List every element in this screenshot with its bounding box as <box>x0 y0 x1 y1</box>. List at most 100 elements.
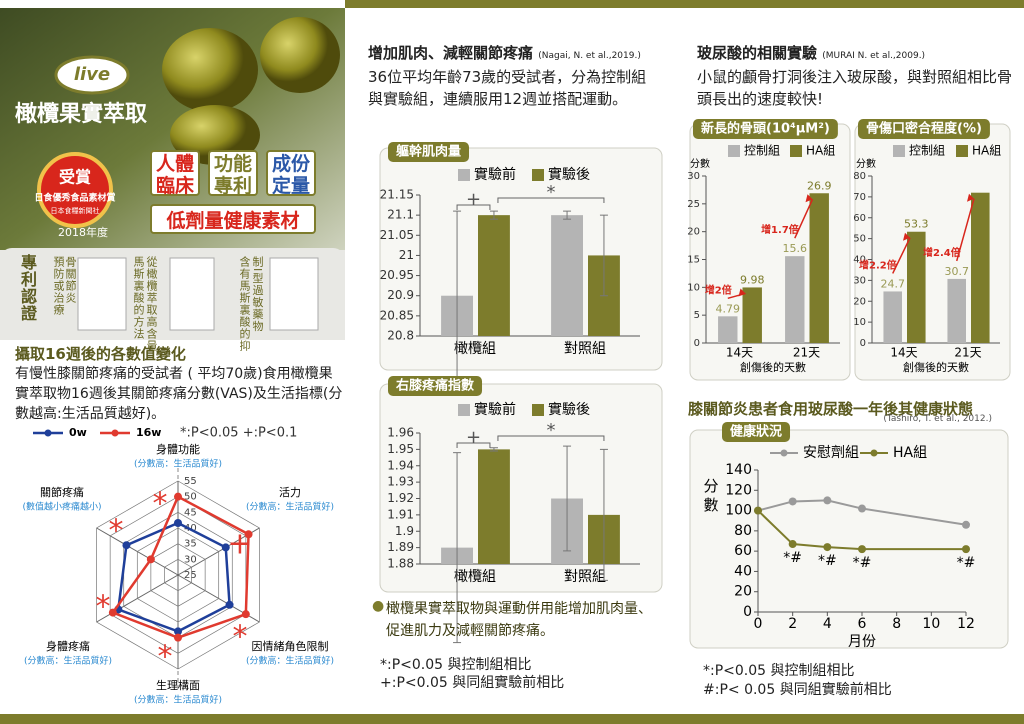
significance: + <box>466 427 481 448</box>
y-axis-label: 分數 <box>856 157 876 170</box>
x-tick-label: 21天 <box>954 346 981 360</box>
axis-label: 身體功能 <box>156 442 200 456</box>
point <box>244 530 253 539</box>
point <box>858 504 866 513</box>
patent-text: 制I型過敏藥物 <box>251 256 264 333</box>
bar <box>947 278 966 343</box>
grid-line <box>164 558 192 592</box>
significance: * <box>153 487 168 522</box>
legend-swatch <box>728 145 740 157</box>
award-badge <box>37 152 113 228</box>
increase-label: 增1.7倍 <box>761 223 799 236</box>
legend-point <box>44 429 52 437</box>
axis-label: 生理構面 <box>156 678 200 692</box>
patent-text: 含有馬斯裏酸的抑 <box>238 256 251 352</box>
x-tick-label: 12 <box>957 616 975 632</box>
legend-label: 控制組 <box>909 144 945 158</box>
bracket <box>497 197 605 203</box>
y-tick-label: 60 <box>853 213 866 224</box>
y-tick-label: 20 <box>687 227 700 238</box>
x-axis-label: 創傷後的天數 <box>903 360 969 374</box>
bar <box>718 316 738 343</box>
point <box>108 608 117 617</box>
point <box>754 506 762 515</box>
bottom-stripe <box>0 714 1024 724</box>
value-label: 53.3 <box>904 218 929 231</box>
legend-label: 實驗後 <box>548 166 590 183</box>
y-tick-label: 1.88 <box>387 557 414 571</box>
y-tick-label: 140 <box>725 462 752 478</box>
legend-label: 安慰劑組 <box>803 444 859 461</box>
y-tick-label: 1.92 <box>387 491 414 505</box>
value-label: 9.98 <box>740 273 765 286</box>
x-tick-label: 0 <box>754 616 763 632</box>
point <box>858 545 866 554</box>
y-tick-label: 30 <box>687 171 700 182</box>
y-axis-label: 分數 <box>690 157 710 170</box>
legend-point <box>111 429 119 437</box>
chart-title-tab <box>388 376 483 396</box>
y-tick-label: 1.94 <box>387 458 414 472</box>
product-title: 橄欖果實萃取 <box>15 102 148 127</box>
axis-label: 身體疼痛 <box>46 639 90 653</box>
legend-point <box>780 449 788 457</box>
legend-label: HA組 <box>806 144 835 158</box>
legend-swatch <box>893 145 905 157</box>
point <box>823 543 832 552</box>
y-tick-label: 120 <box>725 482 752 498</box>
patent-text: 馬斯裏酸的方法 <box>132 256 145 340</box>
x-tick-label: 4 <box>823 616 832 632</box>
r-tick-label: 30 <box>184 554 197 565</box>
heading-text: 增加肌肉、減輕關節疼痛 <box>368 44 534 62</box>
chart-title-tab <box>388 142 470 162</box>
legend-swatch <box>956 145 968 157</box>
x-tick-label: 橄欖組 <box>454 569 496 585</box>
r-tick-label: 45 <box>184 507 197 518</box>
logo <box>54 55 130 95</box>
bar <box>809 193 829 343</box>
section-heading: 玻尿酸的相關實驗 (MURAI N. et al.,2009.) <box>697 42 1017 63</box>
y-tick-label: 10 <box>687 282 700 293</box>
citation: (Tashiro, T. et al., 2012.) <box>883 414 992 424</box>
bar <box>907 231 926 343</box>
point <box>962 545 970 554</box>
y-tick-label: 100 <box>725 503 752 519</box>
chart-title: 新長的骨頭(10⁴μM²) <box>701 121 830 137</box>
y-tick-label: 20.85 <box>380 308 414 322</box>
x-tick-label: 對照組 <box>564 569 606 585</box>
chart-title: 軀幹肌肉量 <box>395 144 461 160</box>
x-axis-label: 月份 <box>848 634 876 650</box>
significance: * <box>546 182 555 203</box>
legend-swatch <box>458 169 470 181</box>
olive <box>162 28 258 112</box>
patent-text: 骨關節炎 <box>64 256 77 304</box>
point <box>174 518 182 527</box>
y-tick-label: 80 <box>853 171 866 182</box>
significance: *# <box>783 550 802 566</box>
y-tick-label: 40 <box>734 563 752 579</box>
significance: * <box>546 420 555 441</box>
axis-sublabel: (數值越小疼痛越小) <box>22 501 101 513</box>
y-tick-label: 30 <box>853 275 866 286</box>
chart-title-tab <box>693 119 838 139</box>
y-axis-label: 分數 <box>702 478 720 516</box>
x-tick-label: 10 <box>922 616 940 632</box>
y-tick-label: 21.1 <box>387 208 414 222</box>
significance: * <box>96 590 111 625</box>
point <box>788 497 797 506</box>
note: *:P<0.05 與控制組相比 <box>380 657 532 673</box>
award-title: 受賞 <box>59 168 91 187</box>
point <box>962 520 970 529</box>
section-heading: 膝關節炎患者食用玻尿酸一年後其健康狀態 <box>688 400 974 418</box>
legend-label: 0w <box>69 426 87 439</box>
patent-docs <box>77 257 319 331</box>
x-tick-label: 8 <box>892 616 901 632</box>
axis-label: 關節疼痛 <box>40 485 84 499</box>
r-tick-label: 25 <box>184 570 197 581</box>
chart-title: 骨傷口密合程度(%) <box>866 121 982 137</box>
value-label: 30.7 <box>944 265 969 278</box>
paragraph: 小鼠的顱骨打洞後注入玻尿酸，與對照組相比骨頭長出的速度較快! <box>697 68 1013 108</box>
legend-label: HA組 <box>893 445 927 461</box>
y-tick-label: 20.95 <box>380 268 414 282</box>
